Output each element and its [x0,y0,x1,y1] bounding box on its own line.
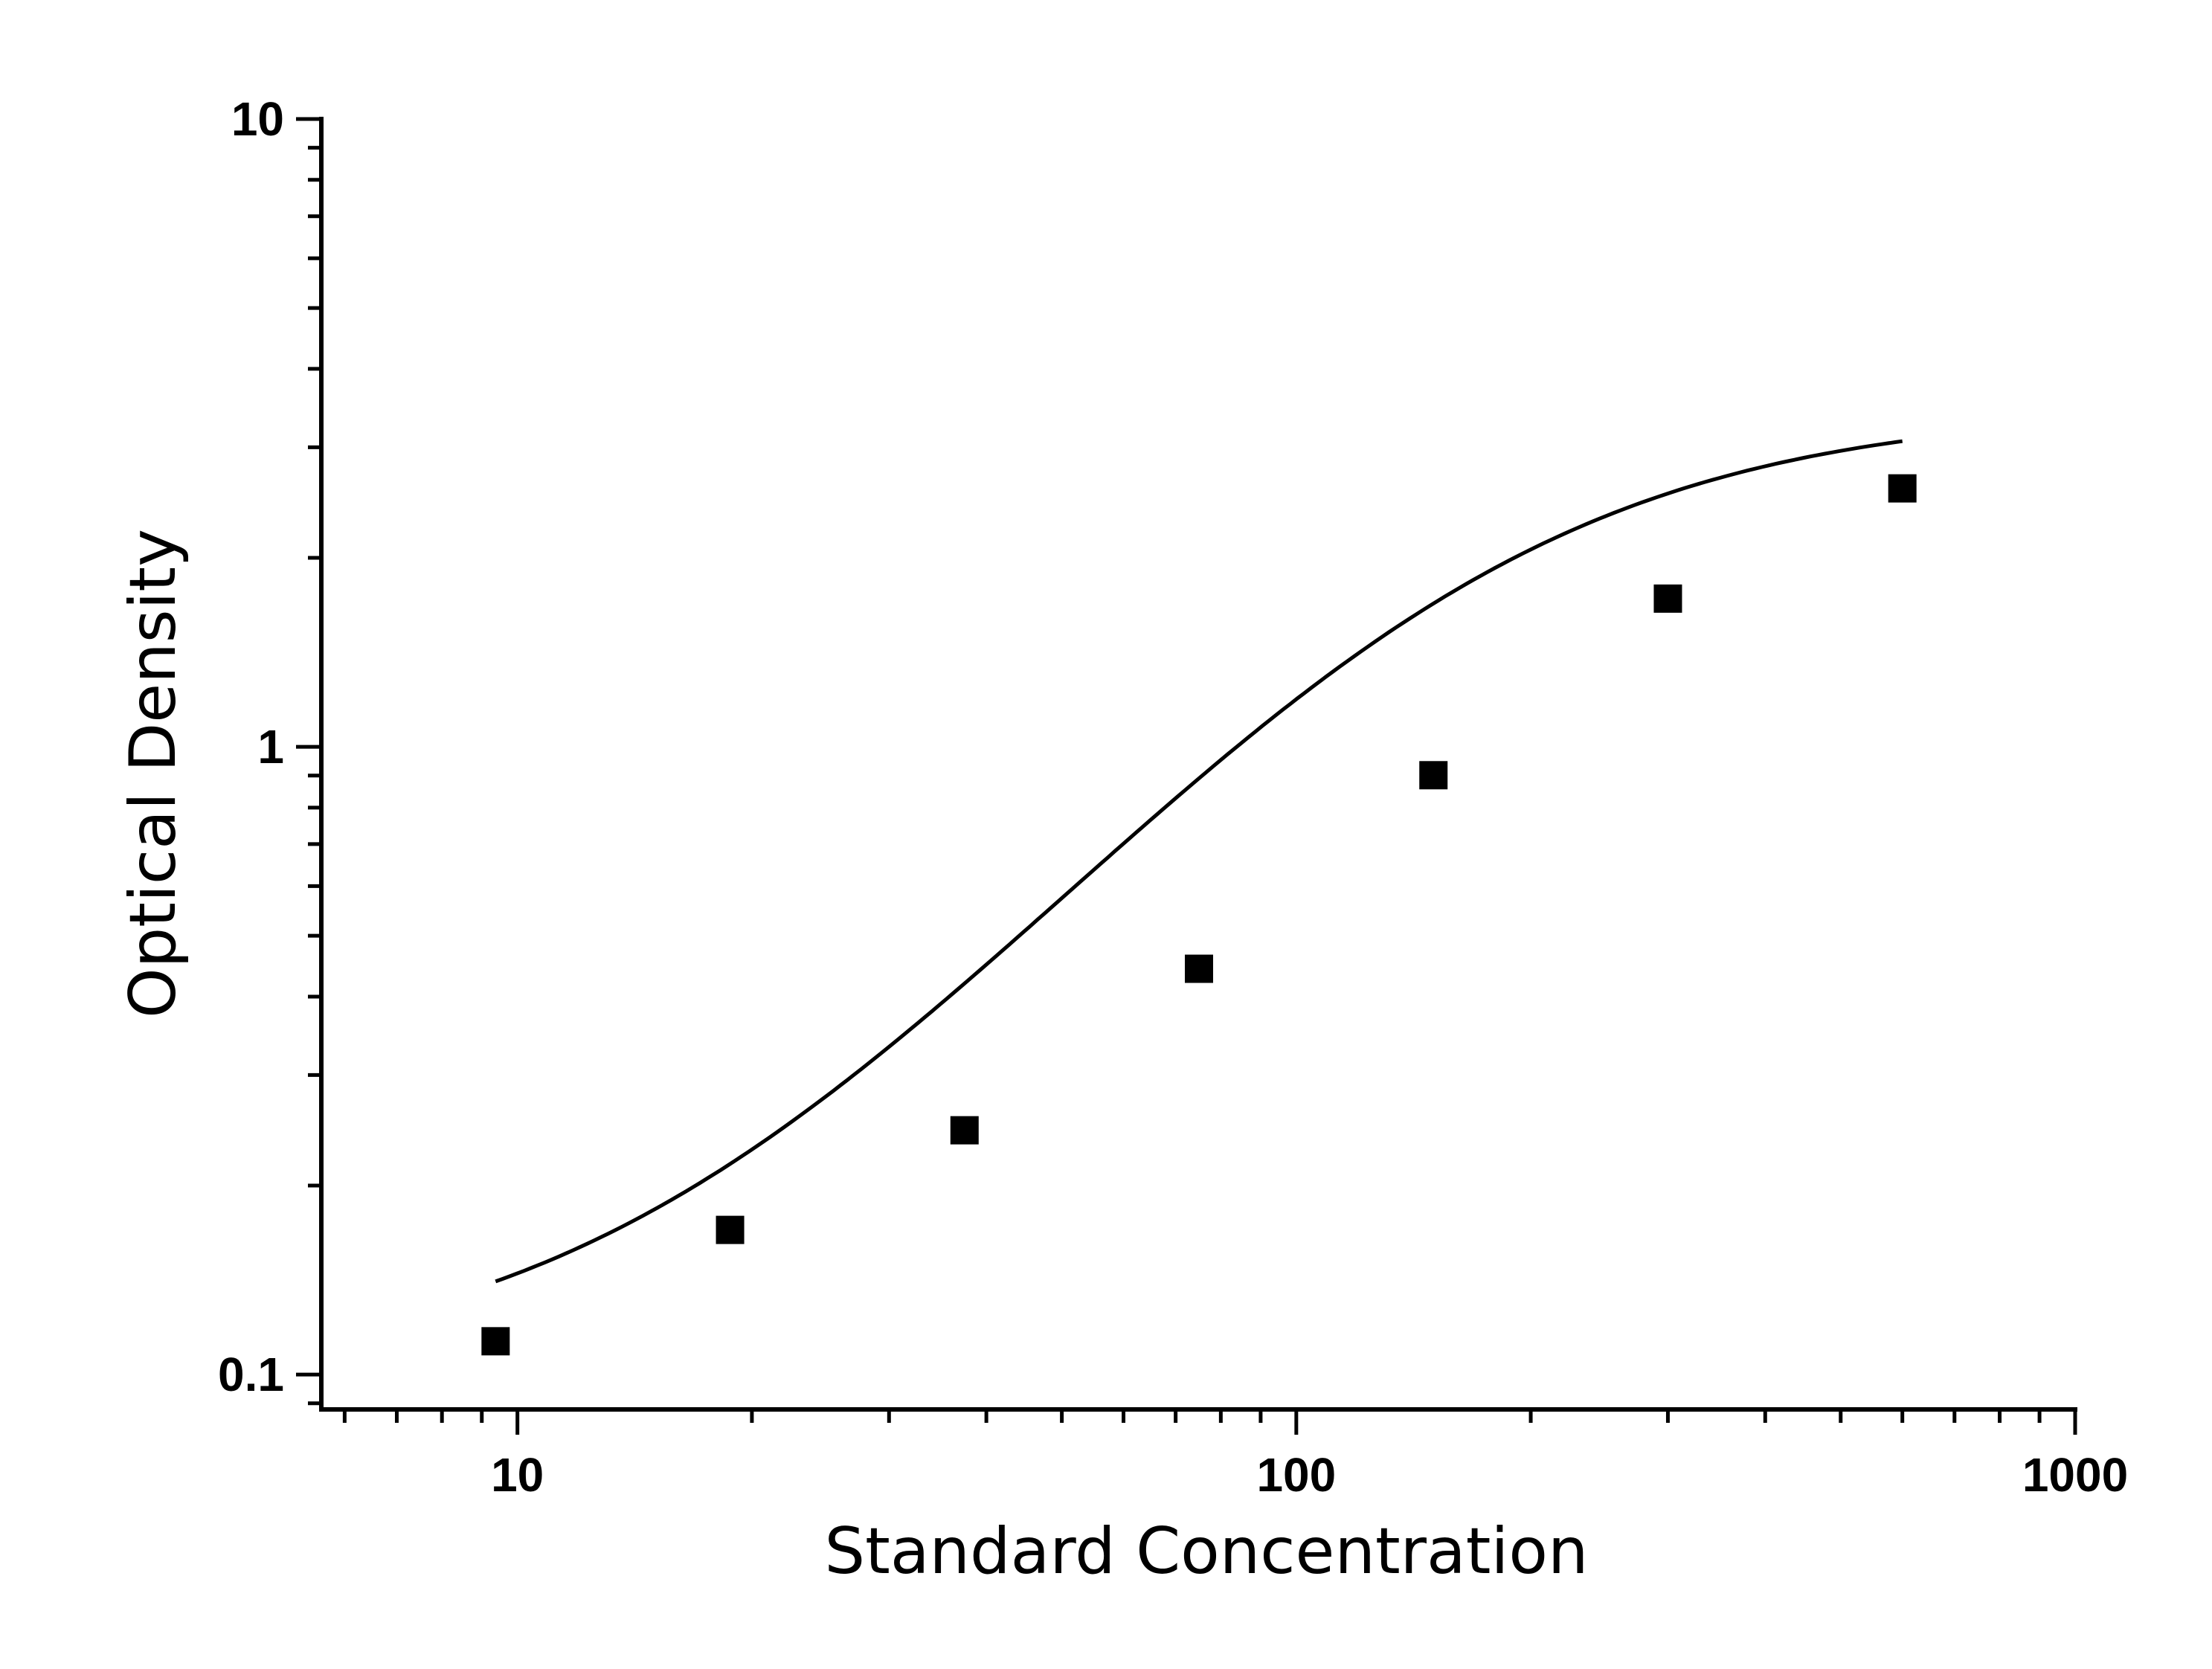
y-tick-label: 1 [257,720,284,774]
y-tick-label: 10 [231,92,284,146]
x-axis-ticks [342,1409,2077,1435]
data-point [716,1215,745,1244]
y-axis-tick-labels: 0.1 1 10 [218,92,284,1401]
x-tick-label: 10 [491,1448,544,1502]
x-tick-label: 100 [1256,1448,1336,1502]
y-axis-title: Optical Density [116,529,190,1018]
data-point [1888,474,1917,503]
axes [319,117,2077,1412]
y-axis-ticks [296,117,321,1406]
x-axis-tick-labels: 10 100 1000 [491,1448,2128,1502]
data-point [481,1327,510,1356]
data-point [1185,954,1214,983]
x-axis-title: Standard Concentration [825,1514,1589,1589]
data-point [950,1116,979,1145]
fit-curve [495,439,1903,1284]
data-point [1653,584,1682,613]
y-tick-label: 0.1 [218,1348,284,1401]
data-points [481,474,1917,1356]
data-point [1419,761,1448,790]
x-tick-label: 1000 [2022,1448,2128,1502]
